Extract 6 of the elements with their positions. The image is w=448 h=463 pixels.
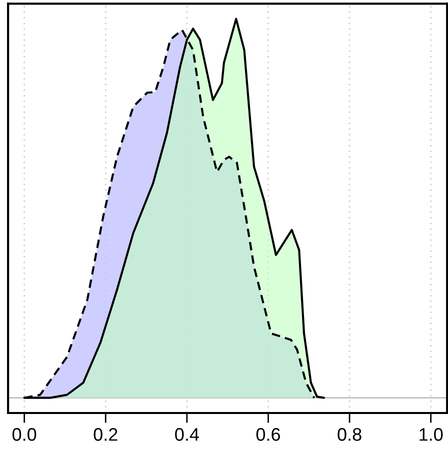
x-tick-label: 0.4	[175, 428, 199, 441]
x-tick-label: 0.0	[12, 428, 36, 441]
x-tick-label: 0.8	[338, 428, 362, 441]
x-tick-label: 0.6	[256, 428, 280, 441]
x-tick-label: 1.0	[420, 428, 443, 441]
x-tick-label: 0.2	[94, 428, 118, 441]
